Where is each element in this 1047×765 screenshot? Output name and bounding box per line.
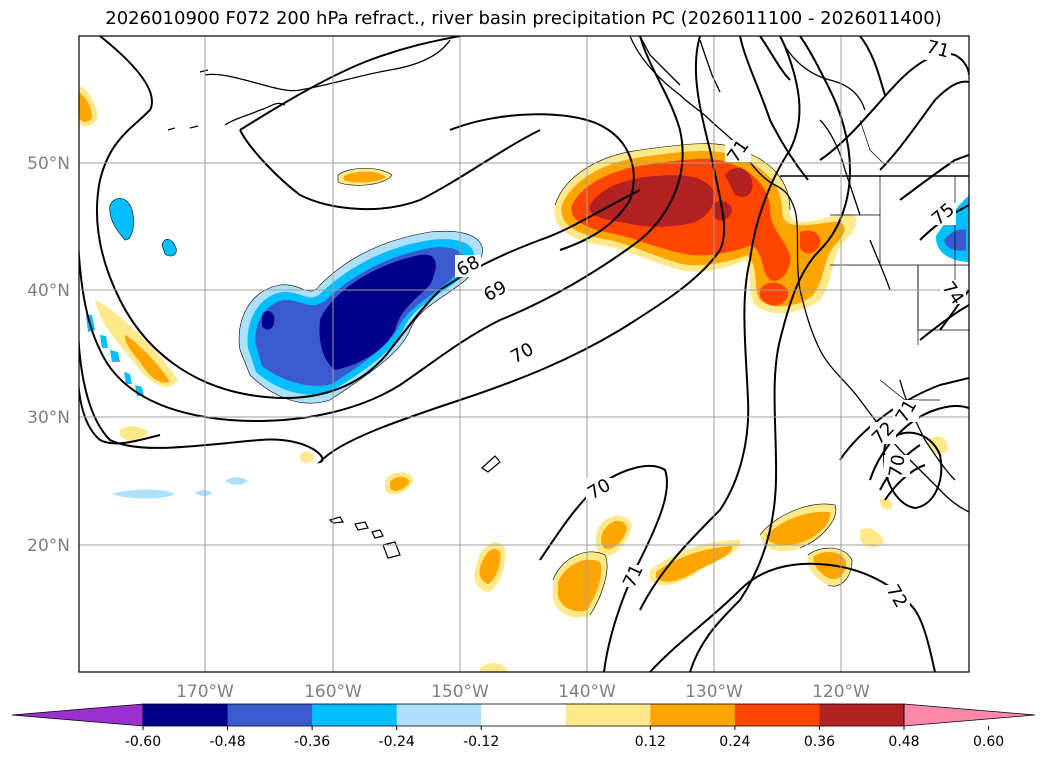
lon-label-170w: 170°W (176, 682, 234, 702)
colorbar-segment (227, 704, 313, 726)
colorbar-tick-label: 0.60 (973, 734, 1004, 750)
colorbar-extend-low (11, 703, 144, 727)
colorbar-tick-label: -0.36 (294, 734, 330, 750)
colorbar-tick-label: 0.36 (804, 734, 835, 750)
colorbar-segment (312, 704, 398, 726)
colorbar-tick-label: -0.48 (209, 734, 245, 750)
coastlines (204, 36, 969, 513)
lat-label-30n: 30°N (27, 408, 70, 428)
lon-label-150w: 150°W (431, 682, 489, 702)
colorbar-segment (143, 704, 229, 726)
colorbar-tick-label: 0.48 (888, 734, 919, 750)
longitude-labels: 170°W 160°W 150°W 140°W 130°W 120°W (176, 682, 870, 702)
lon-label-140w: 140°W (558, 682, 616, 702)
contour-labels: 68 69 70 70 71 71 72 72 70 71 75 74 71 (453, 36, 968, 611)
lat-label-40n: 40°N (27, 281, 70, 301)
colorbar-tick-label: 0.24 (719, 734, 750, 750)
colorbar-tick-label: -0.60 (125, 734, 161, 750)
map-title: 2026010900 F072 200 hPa refract., river … (105, 8, 942, 29)
colorbar-segment (481, 704, 567, 726)
colorbar-frame (142, 703, 905, 727)
lon-label-120w: 120°W (812, 682, 870, 702)
lat-label-20n: 20°N (27, 536, 70, 556)
colorbar-extend-high (903, 703, 1036, 727)
colorbar: -0.60 -0.48 -0.36 -0.24 -0.12 0.12 0.24 0.36 0.4… (11, 703, 1036, 750)
colorbar-tick-label: -0.12 (463, 734, 499, 750)
colorbar-segment (734, 704, 820, 726)
colorbar-segment (650, 704, 736, 726)
gridlines (79, 36, 969, 672)
lon-label-130w: 130°W (685, 682, 743, 702)
colorbar-segment (565, 704, 651, 726)
refractivity-contours (79, 36, 969, 672)
colorbar-tick-label: 0.12 (635, 734, 666, 750)
islands (167, 69, 501, 559)
latitude-labels: 50°N 40°N 30°N 20°N (27, 154, 70, 556)
lon-label-160w: 160°W (304, 682, 362, 702)
colorbar-tick-label: -0.24 (379, 734, 415, 750)
map-frame (78, 35, 970, 673)
contour-label: 70 (885, 453, 910, 479)
lat-label-50n: 50°N (27, 154, 70, 174)
contour-closed-70 (883, 431, 943, 510)
colorbar-segment (396, 704, 482, 726)
colorbar-segment (819, 704, 905, 726)
